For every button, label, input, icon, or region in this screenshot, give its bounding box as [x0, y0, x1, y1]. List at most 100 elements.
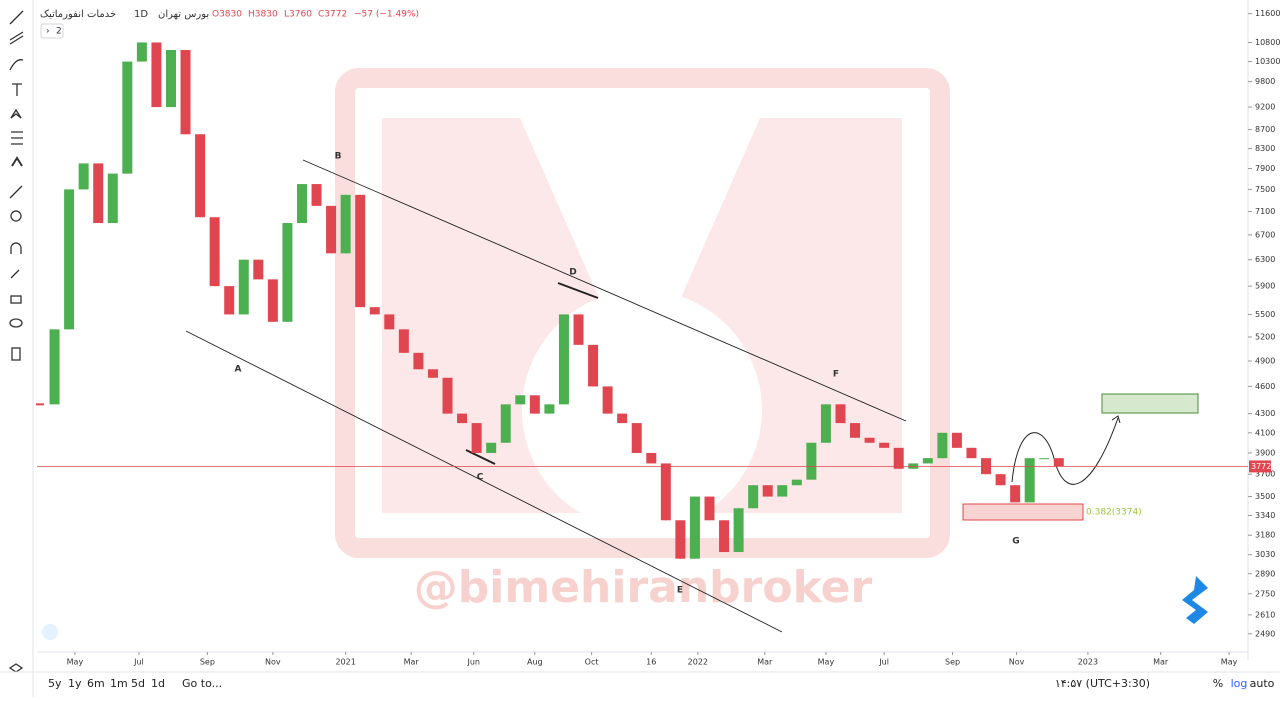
x-tick-label: Sep	[200, 658, 215, 667]
left-toolbar[interactable]	[8, 10, 24, 673]
collapse-arrow: ›	[46, 27, 50, 37]
candle-body	[660, 463, 671, 521]
candle-body	[49, 329, 60, 405]
y-tick-label: 6700	[1255, 230, 1275, 239]
y-tick-label: 9800	[1255, 77, 1275, 86]
last-price-box	[1249, 460, 1271, 473]
wave-label: E	[677, 586, 683, 596]
candle-body	[471, 423, 482, 453]
target-box[interactable]	[1101, 393, 1199, 414]
candle-body	[529, 395, 540, 414]
x-tick-label: May	[818, 658, 835, 667]
y-tick-label: 7100	[1255, 207, 1275, 216]
candle-body	[282, 223, 293, 322]
candle-body	[733, 508, 744, 553]
y-tick-label: 5200	[1255, 333, 1275, 342]
candle-body	[602, 386, 613, 414]
candle-body	[762, 485, 773, 497]
candle-body	[879, 442, 890, 448]
range-button[interactable]: 1y	[68, 677, 82, 690]
symbol[interactable]: خدمات انفورماتیک	[40, 9, 116, 20]
log-toggle[interactable]: log	[1231, 677, 1248, 690]
candle-body	[326, 205, 337, 254]
last-price-label: 3772	[1251, 462, 1271, 471]
candle-body	[922, 458, 933, 464]
trend-lines[interactable]	[185, 159, 907, 633]
y-tick-label: 3700	[1255, 470, 1275, 479]
candle-body	[1024, 458, 1035, 503]
fib-label: 0.382(3374)	[1086, 508, 1142, 518]
candle-body	[267, 279, 278, 322]
x-tick-label: Mar	[404, 658, 420, 667]
candle-body	[617, 413, 628, 424]
candle-body	[748, 485, 759, 509]
wave-label: D	[569, 268, 576, 278]
candle-body	[675, 520, 686, 559]
range-button[interactable]: 6m	[87, 677, 105, 690]
y-tick-label: 8700	[1255, 125, 1275, 134]
candle-body	[515, 395, 526, 405]
x-tick-label: Jul	[878, 658, 889, 667]
percent-toggle[interactable]: %	[1213, 677, 1223, 690]
candle-body	[820, 404, 831, 443]
candle-body	[631, 423, 642, 453]
candle-body	[704, 496, 715, 521]
candle-body	[777, 485, 788, 497]
candle-body	[966, 447, 977, 459]
candle-body	[224, 286, 235, 315]
range-button[interactable]: 1m	[110, 677, 128, 690]
candle-body	[253, 259, 264, 280]
candle-body	[558, 314, 569, 405]
x-tick-label: Mar	[757, 658, 773, 667]
range-button[interactable]: 5d	[131, 677, 145, 690]
ohlc-legend: O3830 H3830 L3760 C3772 −57 (−1.49%)	[212, 10, 419, 20]
y-tick-label: 4600	[1255, 382, 1275, 391]
x-tick-label: Jun	[466, 658, 480, 667]
candle-body	[355, 194, 366, 308]
cloud-icon[interactable]	[42, 624, 58, 640]
support-box[interactable]	[962, 503, 1084, 521]
candle-body	[180, 49, 191, 135]
y-tick-label: 3180	[1255, 531, 1275, 540]
candle-body	[107, 173, 118, 224]
y-tick-label: 7500	[1255, 185, 1275, 194]
candle-body	[413, 352, 424, 370]
range-button[interactable]: 5y	[48, 677, 62, 690]
collapse-count[interactable]: 2	[56, 27, 62, 37]
y-tick-label: 2890	[1255, 569, 1275, 578]
candle-body	[995, 474, 1006, 486]
candle-body	[951, 432, 962, 448]
ohlc-value: L3760	[284, 10, 312, 20]
x-tick-label: Mar	[1153, 658, 1169, 667]
candle-body	[311, 184, 322, 206]
x-tick-label: Aug	[527, 658, 543, 667]
candle-body	[195, 134, 206, 218]
x-tick-label: Nov	[265, 658, 281, 667]
wave-label: C	[477, 473, 484, 483]
x-tick-label: 2021	[335, 658, 355, 667]
range-button[interactable]: 1d	[151, 677, 165, 690]
candle-body	[893, 447, 904, 469]
x-tick-label: Jul	[133, 658, 144, 667]
x-tick-label: 2022	[688, 658, 708, 667]
x-tick-label: May	[1221, 658, 1238, 667]
interval[interactable]: 1D	[134, 9, 148, 20]
candle-body	[835, 404, 846, 424]
candle-body	[427, 369, 438, 378]
ohlc-value: −57 (−1.49%)	[354, 10, 419, 20]
y-tick-label: 9200	[1255, 103, 1275, 112]
goto-button[interactable]: Go to...	[182, 677, 222, 690]
x-tick-label: Nov	[1009, 658, 1025, 667]
candle-body	[486, 442, 497, 453]
candle-body	[122, 61, 133, 174]
candle-body	[93, 163, 104, 224]
candle-body	[806, 442, 817, 480]
ohlc-value: C3772	[318, 10, 347, 20]
ohlc-value: H3830	[248, 10, 278, 20]
collapse-button[interactable]	[40, 23, 64, 39]
candle-body	[791, 479, 802, 486]
wave-label: F	[833, 370, 839, 380]
auto-toggle[interactable]: auto	[1250, 677, 1275, 690]
